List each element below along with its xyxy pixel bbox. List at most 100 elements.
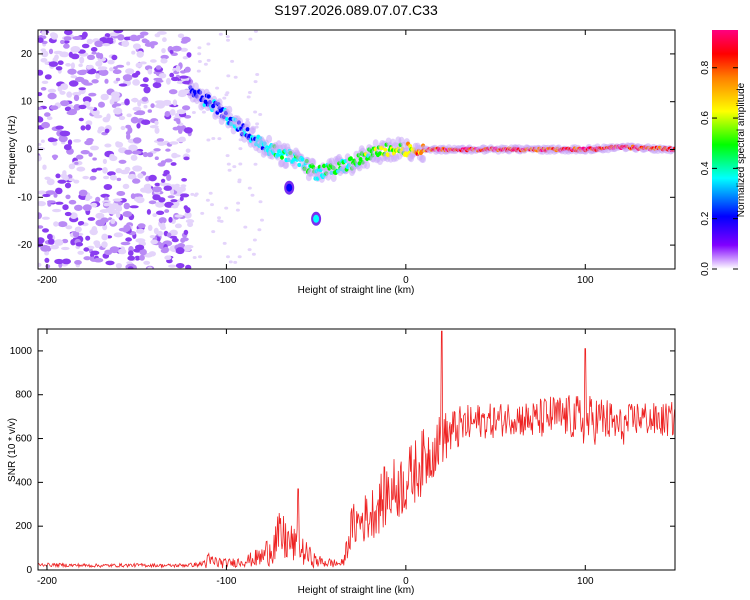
spectrogram-noise-blob <box>162 101 172 106</box>
spectrogram-noise-blob <box>47 200 56 204</box>
spectrogram-noise-blob <box>158 73 167 79</box>
spectrogram-noise-blob <box>44 61 49 65</box>
spectrogram-noise-blob <box>106 37 114 42</box>
spectrogram-noise-blob <box>92 157 97 161</box>
spectrogram-noise-blob <box>164 158 173 163</box>
spectrogram-noise-blob <box>206 138 211 142</box>
spectrogram-noise-blob <box>132 137 142 144</box>
spectrogram-noise-blob <box>127 255 135 261</box>
spectrogram-noise-blob <box>122 74 133 82</box>
spectrogram-noise-blob <box>38 106 44 110</box>
spectrogram-noise-blob <box>156 210 165 215</box>
spectrogram-noise-blob <box>236 201 241 205</box>
spectrogram-noise-blob <box>165 148 171 152</box>
ridge-halo <box>266 134 273 143</box>
ridge-halo <box>250 125 256 134</box>
spectrogram-noise-blob <box>235 208 240 212</box>
spectrogram-noise-blob <box>183 205 188 210</box>
spectrogram-noise-blob <box>38 237 45 244</box>
spectrogram-noise-blob <box>155 201 165 208</box>
spectrogram-noise-blob <box>237 178 242 182</box>
spectrogram-noise-blob <box>55 66 63 71</box>
spectrogram-noise-blob <box>201 110 206 114</box>
spectrogram-noise-blob <box>110 218 116 224</box>
spectrogram-noise-blob <box>85 235 91 241</box>
spectrogram-noise-blob <box>41 216 50 220</box>
snr-ytick-label: 600 <box>15 434 32 445</box>
spectrogram-noise-blob <box>59 90 66 95</box>
spectrogram-noise-blob <box>255 122 260 126</box>
spectrogram-noise-blob <box>126 61 131 66</box>
spectrogram-xlabel: Height of straight line (km) <box>298 285 415 296</box>
spectrogram-noise-blob <box>90 250 100 256</box>
spectrogram-noise-blob <box>113 66 118 70</box>
spectrogram-noise-blob <box>205 198 210 202</box>
spectrogram-noise-blob <box>226 255 230 259</box>
colorbar-ticks: 0.0 0.2 0.4 0.6 0.8 <box>700 60 738 276</box>
spectrogram-noise-blob <box>142 151 148 158</box>
snr-frame <box>37 328 676 571</box>
spectrogram-noise-blob <box>116 64 125 68</box>
spectrogram-noise-blob <box>58 135 68 143</box>
spectrogram-noise-blob <box>101 241 108 248</box>
spectrogram-noise-blob <box>167 195 175 199</box>
spectrogram-noise-blob <box>155 79 164 83</box>
spectrogram-noise-blob <box>55 201 64 205</box>
spectrogram-noise-blob <box>65 194 71 200</box>
spectrogram-noise-blob <box>174 223 182 229</box>
spectrogram-noise-blob <box>143 183 152 190</box>
ridge-point <box>348 156 353 161</box>
spectrogram-noise-blob <box>171 76 180 82</box>
spectrogram-noise-blob <box>148 174 157 182</box>
spectrogram-noise-blob <box>115 77 121 82</box>
spectrogram-noise-blob <box>52 141 58 146</box>
snr-ytick-label: 400 <box>15 477 32 488</box>
ridge-point <box>322 163 326 169</box>
spectrogram-noise-blob <box>164 255 172 260</box>
spectrogram-noise-blob <box>90 145 99 151</box>
spectrogram-noise-blob <box>98 69 109 76</box>
spectrogram-noise-blob <box>206 58 211 62</box>
spectrogram-noise-blob <box>55 173 61 179</box>
spectrogram-noise-blob <box>85 120 93 126</box>
spectrogram-feature-core <box>313 214 320 223</box>
ridge-halo <box>283 160 290 169</box>
spectrogram-noise-blob <box>120 241 131 246</box>
ridge-halo <box>420 155 427 163</box>
spectrogram-noise-blob <box>218 32 223 36</box>
spectrogram-noise-blob <box>54 239 64 246</box>
spectrogram-ytick-label: -20 <box>18 240 33 251</box>
spectrogram-noise-blob <box>180 70 186 74</box>
spectrogram-noise-blob <box>72 36 83 40</box>
spectrogram-noise-blob <box>154 182 161 187</box>
spectrogram-noise-blob <box>139 248 147 256</box>
spectrogram-noise-blob <box>246 95 251 99</box>
spectrogram-noise-blob <box>118 227 128 232</box>
spectrogram-noise-blob <box>152 82 162 89</box>
spectrogram-noise-blob <box>87 245 95 250</box>
spectrogram-noise-blob <box>125 68 135 75</box>
spectrogram-noise-blob <box>61 246 70 251</box>
spectrogram-noise-blob <box>95 212 105 219</box>
spectrogram-noise-blob <box>135 244 145 251</box>
spectrogram-noise-blob <box>90 47 98 52</box>
ridge-point <box>280 155 284 160</box>
snr-ytick-label: 200 <box>15 521 32 532</box>
spectrogram-noise-blob <box>102 43 111 47</box>
spectrogram-noise-blob <box>129 205 139 209</box>
spectrogram-noise-blob <box>94 242 101 248</box>
spectrogram-noise-blob <box>228 260 233 264</box>
spectrogram-noise-blob <box>117 34 125 41</box>
spectrogram-noise-blob <box>150 59 157 63</box>
chart-title: S197.2026.089.07.07.C33 <box>274 2 438 18</box>
spectrogram-noise-blob <box>48 238 55 245</box>
spectrogram-noise-blob <box>38 201 46 207</box>
colorbar-tick-label: 0.6 <box>700 111 711 125</box>
spectrogram-noise-blob <box>141 96 149 102</box>
spectrogram-noise-blob <box>211 230 216 234</box>
spectrogram-noise-blob <box>82 175 89 180</box>
spectrogram-noise-blob <box>73 139 82 143</box>
spectrogram-noise-blob <box>200 211 205 215</box>
